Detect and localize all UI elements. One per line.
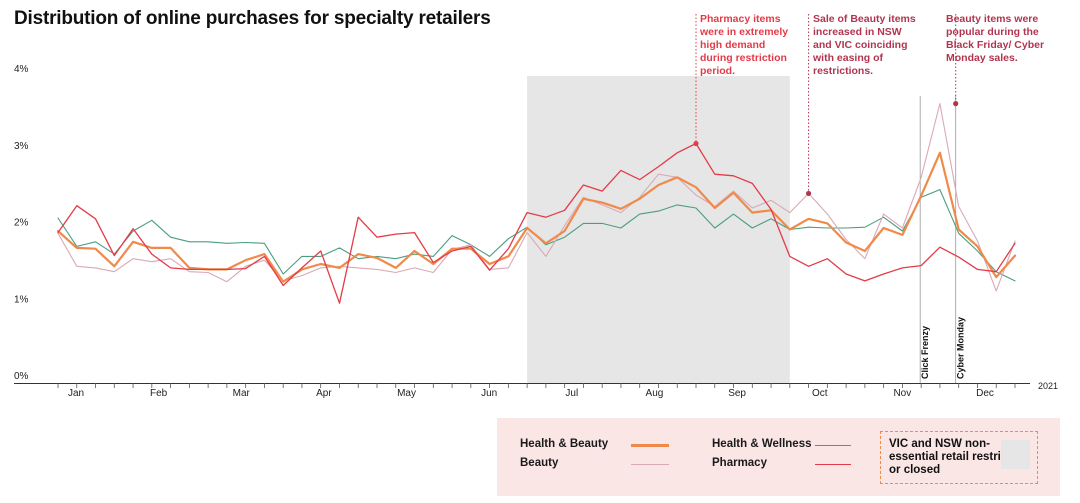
series-line-pharmacy xyxy=(57,142,1016,304)
legend-line-beauty xyxy=(631,464,669,465)
event-label: Click Frenzy xyxy=(920,326,930,379)
series-line-beauty xyxy=(57,103,1016,292)
x-tick-label: Aug xyxy=(646,388,664,399)
x-tick-label: Jan xyxy=(68,388,84,399)
x-tick-label: Jul xyxy=(565,388,578,399)
y-tick-label: 4% xyxy=(14,64,29,75)
event-label: Cyber Monday xyxy=(956,317,966,379)
y-tick-label: 2% xyxy=(14,218,29,229)
legend-line-pharmacy xyxy=(815,464,851,465)
x-tick-label: Nov xyxy=(893,388,911,399)
legend-label-restriction: VIC and NSW non-essential retail restric… xyxy=(889,438,1025,476)
legend-line-health-beauty xyxy=(631,444,669,447)
legend-label-pharmacy: Pharmacy xyxy=(712,457,767,469)
legend-label-health-wellness: Health & Wellness xyxy=(712,438,812,450)
x-tick-label: Sep xyxy=(728,388,746,399)
y-tick-label: 0% xyxy=(14,371,29,382)
restriction-shade xyxy=(527,76,790,383)
y-tick-label: 1% xyxy=(14,294,29,305)
annotation-marker xyxy=(953,101,959,107)
line-chart: 0% 1% 2% 3% 4% Jan Feb Mar Apr May Jun Jul Aug Sep Oct… xyxy=(14,14,1058,399)
chart-title: Distribution of online purchases for spe… xyxy=(14,8,491,29)
annotation-beauty-black-friday: Beauty items were popular during the Bla… xyxy=(946,13,1045,64)
x-tick-label: Oct xyxy=(812,388,828,399)
year-label: 2021 xyxy=(1038,381,1058,391)
x-tick-label: Mar xyxy=(233,388,251,399)
x-tick-label: May xyxy=(397,388,416,399)
legend-restriction: VIC and NSW non-essential retail restric… xyxy=(880,431,1038,484)
legend-line-health-wellness xyxy=(815,445,851,446)
x-tick-label: Feb xyxy=(150,388,168,399)
x-tick-label: Apr xyxy=(316,388,332,399)
annotation-beauty-easing: Sale of Beauty items increased in NSW an… xyxy=(813,13,916,77)
legend-label-health-beauty: Health & Beauty xyxy=(520,438,609,450)
x-tick-label: Jun xyxy=(481,388,497,399)
legend: Health & Beauty Beauty Health & Wellness… xyxy=(497,418,1060,496)
annotation-marker xyxy=(693,140,699,147)
annotation-marker xyxy=(805,190,812,197)
legend-swatch-restriction xyxy=(1001,440,1030,469)
legend-label-beauty: Beauty xyxy=(520,457,559,469)
annotation-pharmacy: Pharmacy items were in extremely high de… xyxy=(700,13,789,77)
x-tick-label: Dec xyxy=(976,388,994,399)
y-tick-label: 3% xyxy=(14,141,29,152)
